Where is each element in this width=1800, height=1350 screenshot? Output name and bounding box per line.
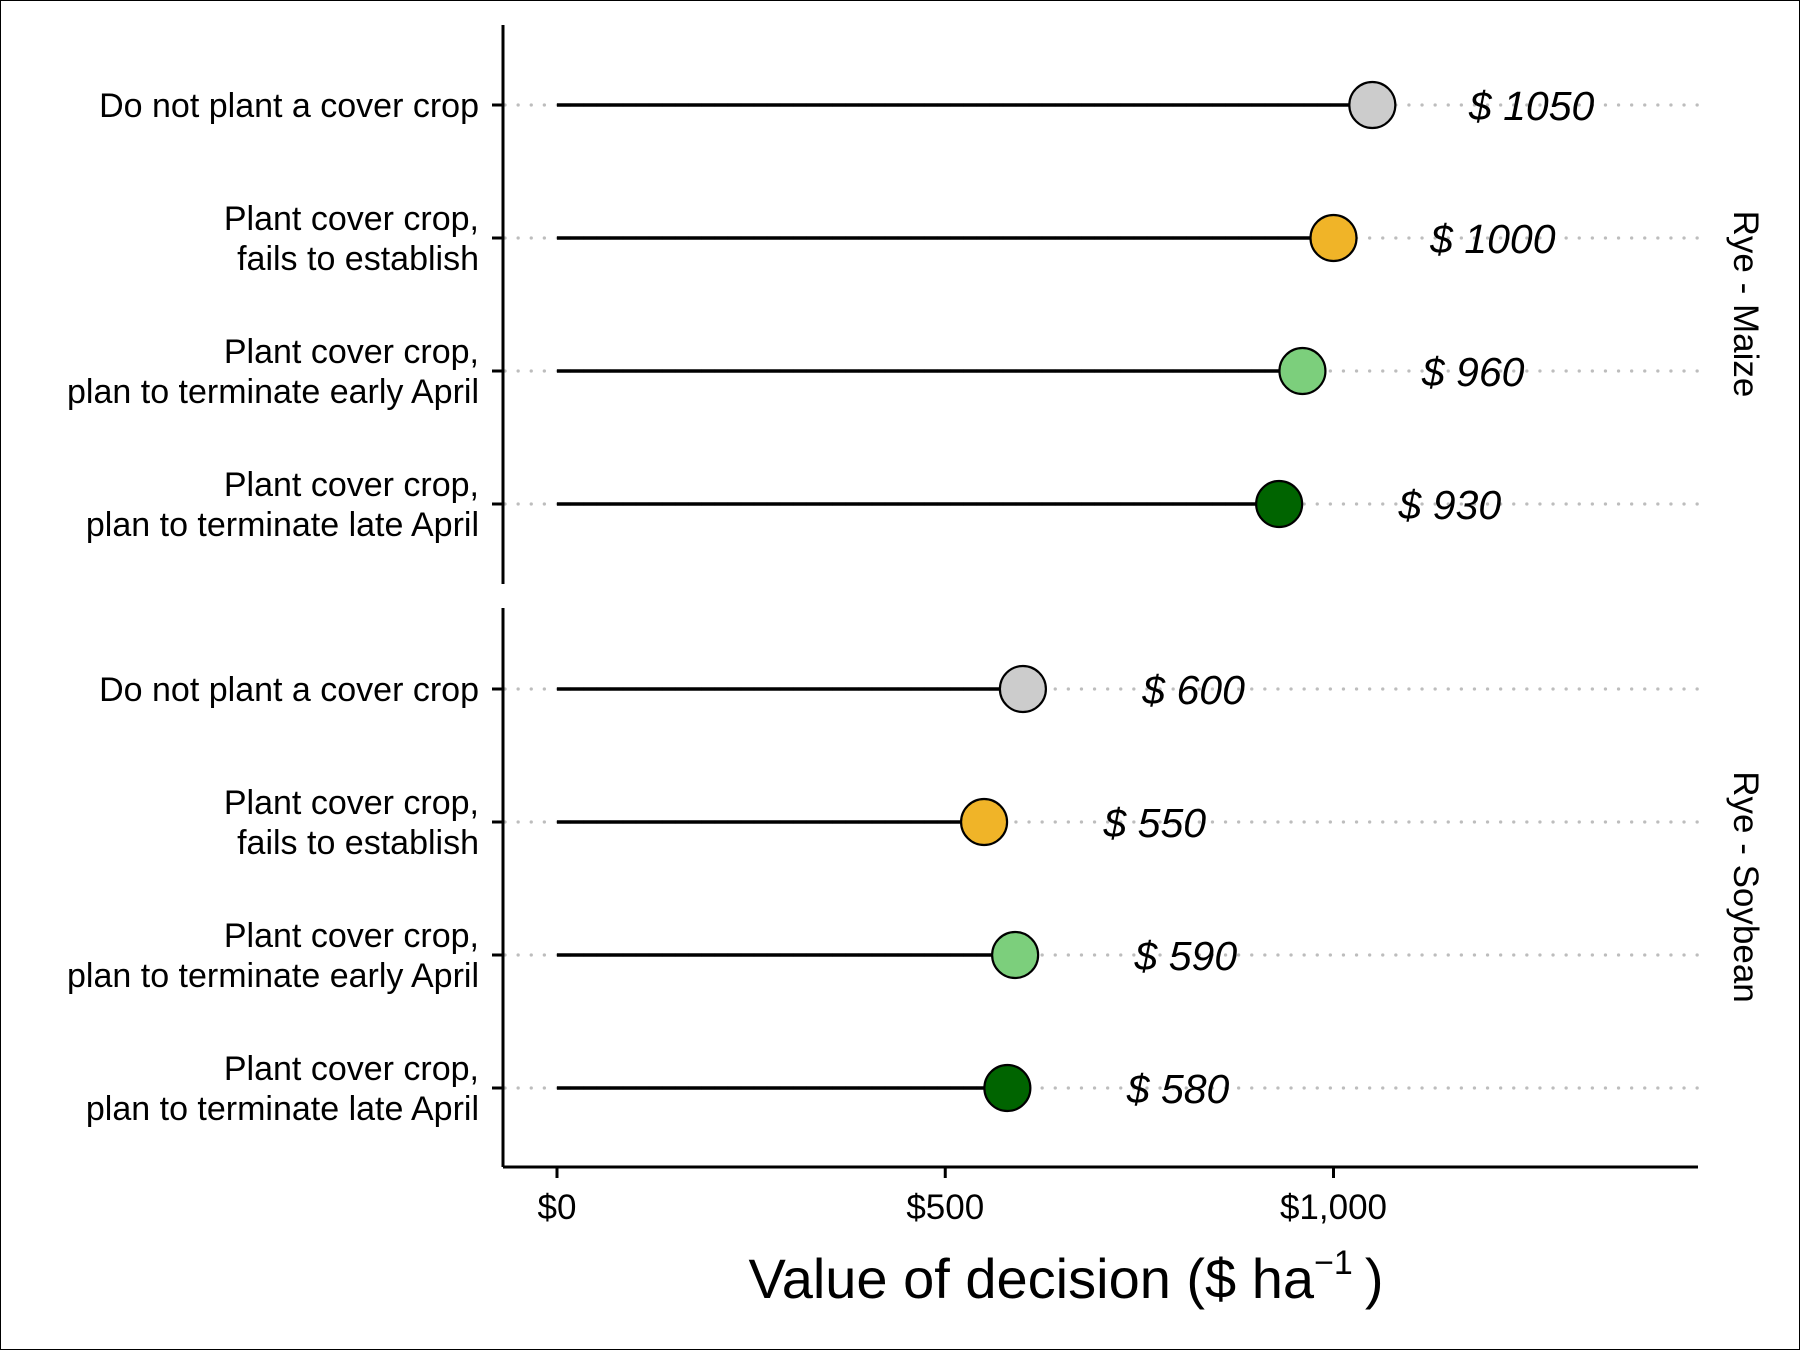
x-axis: $0 $500 $1,000: [503, 1165, 1698, 1227]
x-tick-label: $500: [906, 1188, 984, 1227]
y-tick-label: Plant cover crop,: [224, 200, 479, 238]
y-tick-label: fails to establish: [237, 240, 479, 278]
strip-label: Rye - Maize: [1726, 211, 1765, 398]
value-dot: [998, 664, 1048, 714]
value-label: $ 590: [1134, 933, 1238, 979]
value-label: $ 930: [1398, 482, 1502, 528]
value-dot: [959, 797, 1009, 847]
y-tick-label: Plant cover crop,: [224, 917, 479, 955]
value-label: $ 580: [1126, 1066, 1230, 1112]
x-tick-label: $0: [538, 1188, 577, 1227]
y-tick-label: Plant cover crop,: [224, 1050, 479, 1088]
y-tick-label: Plant cover crop,: [224, 784, 479, 822]
y-tick-label: Do not plant a cover crop: [99, 87, 479, 125]
y-tick-label: plan to terminate late April: [86, 1090, 479, 1128]
y-tick-label: plan to terminate early April: [67, 373, 479, 411]
x-axis-title: Value of decision ($ ha−1): [749, 1244, 1384, 1310]
value-label: $ 960: [1421, 349, 1525, 395]
value-dot: [991, 930, 1040, 980]
value-label: $ 1050: [1468, 83, 1595, 129]
y-tick-label: plan to terminate early April: [67, 957, 479, 995]
value-dot: [1255, 479, 1304, 529]
value-dot: [983, 1063, 1032, 1113]
strip-label: Rye - Soybean: [1726, 771, 1765, 1003]
panel-2: Do not plant a cover crop Plant cover cro…: [67, 608, 1765, 1167]
y-tick-label: Do not plant a cover crop: [99, 671, 479, 709]
value-label: $ 1000: [1429, 216, 1556, 262]
y-tick-label: Plant cover crop,: [224, 466, 479, 504]
y-tick-label: Plant cover crop,: [224, 333, 479, 371]
value-label: $ 550: [1102, 800, 1206, 846]
value-dot: [1348, 80, 1397, 130]
y-tick-label: fails to establish: [237, 824, 479, 862]
value-dot: [1309, 213, 1358, 263]
panel-1: Do not plant a cover crop Plant cover cro…: [67, 25, 1765, 584]
x-tick-label: $1,000: [1280, 1188, 1387, 1227]
value-dot: [1278, 346, 1327, 396]
y-tick-label: plan to terminate late April: [86, 506, 479, 544]
panels: Do not plant a cover crop Plant cover cro…: [67, 25, 1765, 1167]
value-label: $ 600: [1141, 667, 1245, 713]
